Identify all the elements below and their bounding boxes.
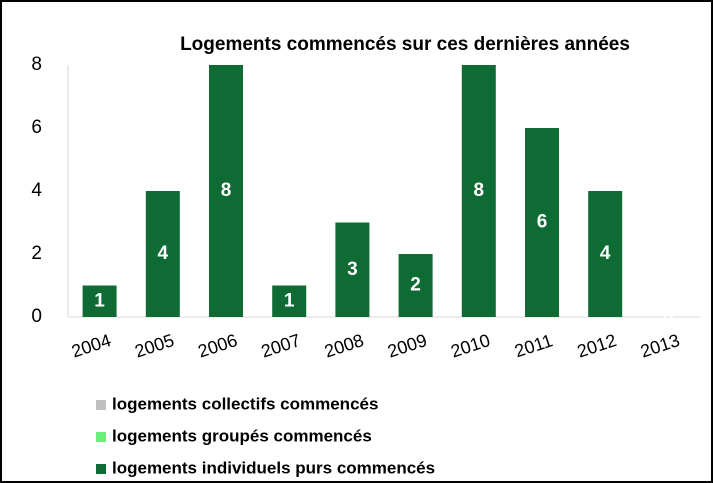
- bar-segment: [82, 285, 117, 317]
- y-tick-label: 0: [31, 306, 42, 327]
- legend-swatch: [96, 464, 106, 474]
- bar-segment: [461, 65, 496, 317]
- bar-segment: [145, 191, 180, 317]
- legend-swatch: [96, 400, 106, 410]
- data-label: 4: [600, 243, 611, 264]
- chart-title: Logements commencés sur ces dernières an…: [180, 34, 630, 55]
- legend-label: logements individuels purs commencés: [112, 458, 435, 477]
- bar-segment: [398, 254, 433, 317]
- bar-segment: [272, 285, 307, 317]
- data-label: 3: [347, 259, 358, 280]
- bar-segment: [525, 128, 559, 317]
- data-label: 2: [410, 275, 421, 296]
- bar-segment: [209, 65, 243, 317]
- y-tick-label: 4: [31, 180, 42, 201]
- data-label: 8: [221, 180, 232, 201]
- y-tick-label: 2: [31, 243, 42, 264]
- bar-segment: [335, 222, 370, 317]
- y-tick-label: 6: [31, 117, 42, 138]
- y-tick-label: 8: [31, 54, 42, 75]
- legend-label: logements collectifs commencés: [112, 394, 378, 413]
- bar-segment: [588, 191, 623, 317]
- legend-swatch: [96, 432, 106, 442]
- data-label: 8: [474, 180, 485, 201]
- data-label: 1: [94, 290, 105, 311]
- data-label: 4: [158, 243, 169, 264]
- legend-label: logements groupés commencés: [112, 426, 372, 445]
- data-label: 6: [537, 212, 548, 233]
- data-label: 1: [284, 290, 295, 311]
- data-label: 0: [663, 306, 674, 327]
